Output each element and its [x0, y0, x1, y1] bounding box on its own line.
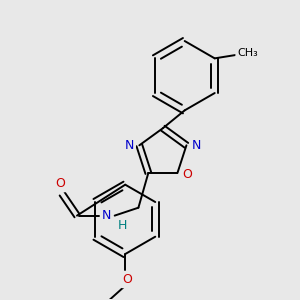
Text: N: N [102, 209, 111, 222]
Text: O: O [182, 169, 192, 182]
Text: H: H [118, 219, 127, 232]
Text: O: O [55, 177, 65, 190]
Text: N: N [192, 139, 201, 152]
Text: N: N [125, 139, 134, 152]
Text: CH₃: CH₃ [237, 48, 258, 59]
Text: O: O [122, 273, 132, 286]
